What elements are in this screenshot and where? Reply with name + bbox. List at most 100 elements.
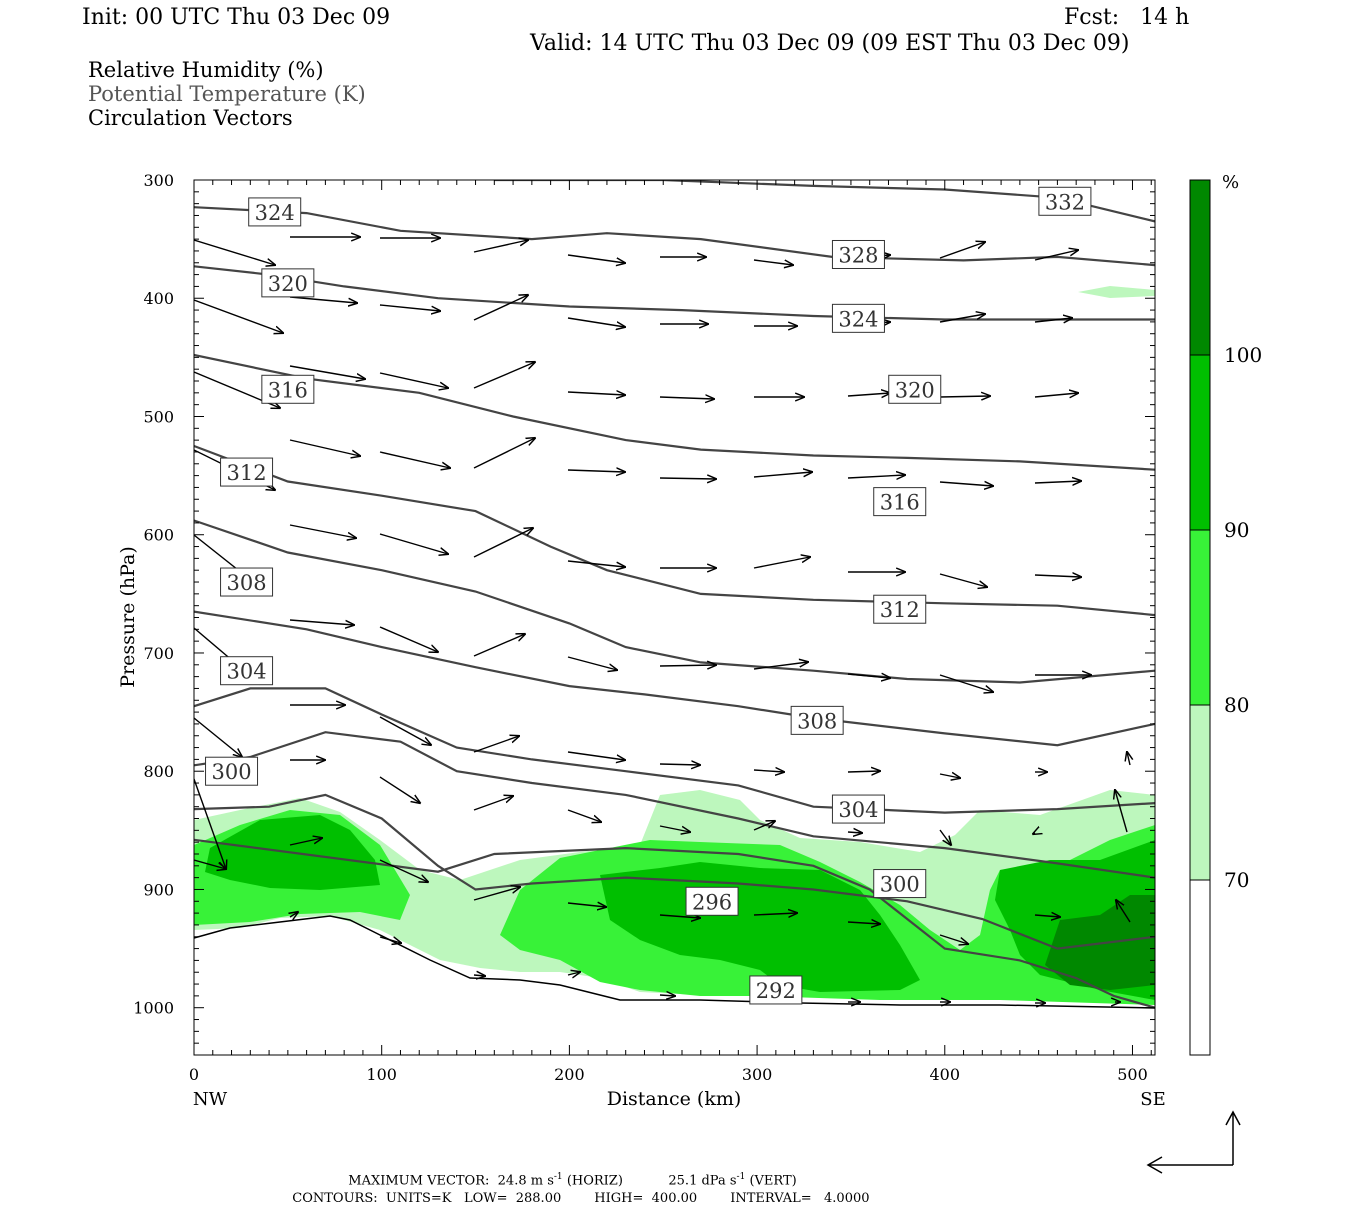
colorbar-label-70: 70: [1224, 868, 1249, 892]
x-tick-label: 0: [189, 1065, 199, 1084]
circulation-vector: [379, 937, 401, 943]
contour-label-text: 320: [895, 378, 935, 402]
contour-label-300: 300: [873, 869, 927, 899]
circulation-vector: [379, 626, 438, 652]
nw-label: NW: [193, 1089, 228, 1110]
valid-time: Valid: 14 UTC Thu 03 Dec 09 (09 EST Thu …: [530, 31, 1130, 56]
circulation-vector: [659, 915, 700, 918]
y-axis-title: Pressure (hPa): [117, 546, 139, 688]
forecast-hour: Fcst: 14 h: [1064, 5, 1190, 30]
circulation-vector: [1034, 915, 1060, 917]
contour-label-text: 292: [756, 979, 796, 1003]
contour-label-312: 312: [873, 594, 927, 624]
x-tick-label: 100: [366, 1065, 397, 1084]
circulation-vector: [289, 439, 360, 456]
max-vector-label: MAXIMUM VECTOR:: [348, 1173, 490, 1189]
contours-units: UNITS=K: [385, 1191, 452, 1206]
contour-label-text: 304: [227, 660, 267, 684]
contour-label-320: 320: [888, 374, 942, 404]
colorbar-band-70: [1189, 704, 1211, 881]
circulation-vector: [379, 859, 428, 882]
max-vector-horiz-unit: m s: [530, 1173, 554, 1189]
contour-label-box: [220, 656, 274, 686]
circulation-vector: [939, 396, 990, 397]
circulation-vector: [939, 242, 985, 259]
x-tick-label: 300: [742, 1065, 773, 1084]
x-axis: 0 100 200 300 400 500: [189, 180, 1152, 1084]
circulation-vector: [847, 674, 890, 678]
y-axis: 300 400 500 600 700 800 900 1000: [133, 171, 1155, 1056]
contour-label-text: 332: [1045, 190, 1085, 214]
circulation-vector: [939, 829, 951, 845]
circulation-vector: [567, 809, 601, 822]
contour-label-box: [205, 756, 259, 786]
circulation-vector: [939, 674, 993, 692]
circulation-vector: [847, 393, 890, 396]
circulation-vector: [753, 472, 812, 478]
colorbar: % 100 90 80 70: [1189, 172, 1262, 1056]
circulation-vector: [567, 656, 617, 670]
circulation-vector: [473, 362, 535, 389]
contour-label-304: 304: [831, 794, 885, 824]
circulation-vector: [473, 295, 528, 321]
circulation-vector: [939, 573, 987, 587]
circulation-vector: [194, 717, 242, 757]
contour-label-text: 308: [227, 571, 267, 595]
contour-label-300: 300: [205, 756, 259, 786]
circulation-vector: [379, 451, 450, 468]
circulation-vector: [1115, 790, 1128, 833]
contours-info-line: CONTOURS: UNITS=K LOW= 288.00 HIGH= 400.…: [284, 1176, 869, 1206]
max-vector-horiz-exp: -1: [553, 1172, 563, 1182]
contour-label-text: 324: [255, 201, 295, 225]
y-tick-label: 400: [143, 289, 174, 308]
contour-label-box: [261, 374, 315, 404]
contour-label-296: 296: [685, 886, 739, 916]
circulation-vector: [473, 528, 533, 558]
contour-label-box: [873, 487, 927, 517]
circulation-vector: [379, 776, 420, 803]
colorbar-label-80: 80: [1224, 693, 1249, 717]
init-time: Init: 00 UTC Thu 03 Dec 09: [82, 5, 391, 30]
circulation-vector: [847, 475, 905, 478]
circulation-vector: [753, 557, 810, 569]
circulation-vector: [379, 533, 448, 554]
circulation-vector: [659, 995, 675, 996]
theta-contour-316: [194, 444, 1155, 617]
circulation-vector: [1034, 250, 1078, 261]
circulation-vector: [1033, 833, 1035, 834]
circulation-vector: [289, 365, 365, 379]
theta-contour-304: [194, 687, 1155, 814]
y-tick-label: 1000: [133, 999, 174, 1018]
circulation-vector: [379, 304, 440, 311]
theta-contour-320: [194, 353, 1155, 471]
circulation-vector: [753, 913, 797, 915]
theta-contour-308: [194, 610, 1155, 747]
circulation-vector: [289, 524, 356, 538]
circulation-vector: [473, 240, 528, 253]
colorbar-label-90: 90: [1224, 518, 1249, 542]
contour-label-324: 324: [248, 197, 302, 227]
contour-label-text: 296: [692, 890, 732, 914]
circulation-vector: [939, 314, 985, 323]
contour-label-text: 324: [838, 307, 878, 331]
circulation-vector: [847, 832, 862, 833]
circulation-vector: [753, 259, 793, 265]
contour-label-308: 308: [220, 567, 274, 597]
circulation-vector: [1034, 575, 1081, 577]
circulation-vector: [659, 825, 690, 832]
circulation-vector: [659, 397, 714, 399]
contour-label-text: 316: [880, 491, 920, 515]
contour-label-316: 316: [261, 374, 315, 404]
se-label: SE: [1140, 1089, 1165, 1110]
circulation-vector: [753, 821, 775, 831]
theta-contour-300: [194, 731, 1155, 879]
circulation-vector: [194, 859, 226, 869]
contour-label-328: 328: [831, 239, 885, 269]
contour-label-box: [749, 975, 803, 1005]
circulation-vector: [1034, 393, 1078, 397]
circulation-vector: [289, 838, 322, 846]
circulation-vector: [847, 922, 880, 924]
circulation-vector: [473, 736, 519, 753]
y-tick-label: 600: [143, 526, 174, 545]
colorbar-unit: %: [1222, 172, 1239, 193]
